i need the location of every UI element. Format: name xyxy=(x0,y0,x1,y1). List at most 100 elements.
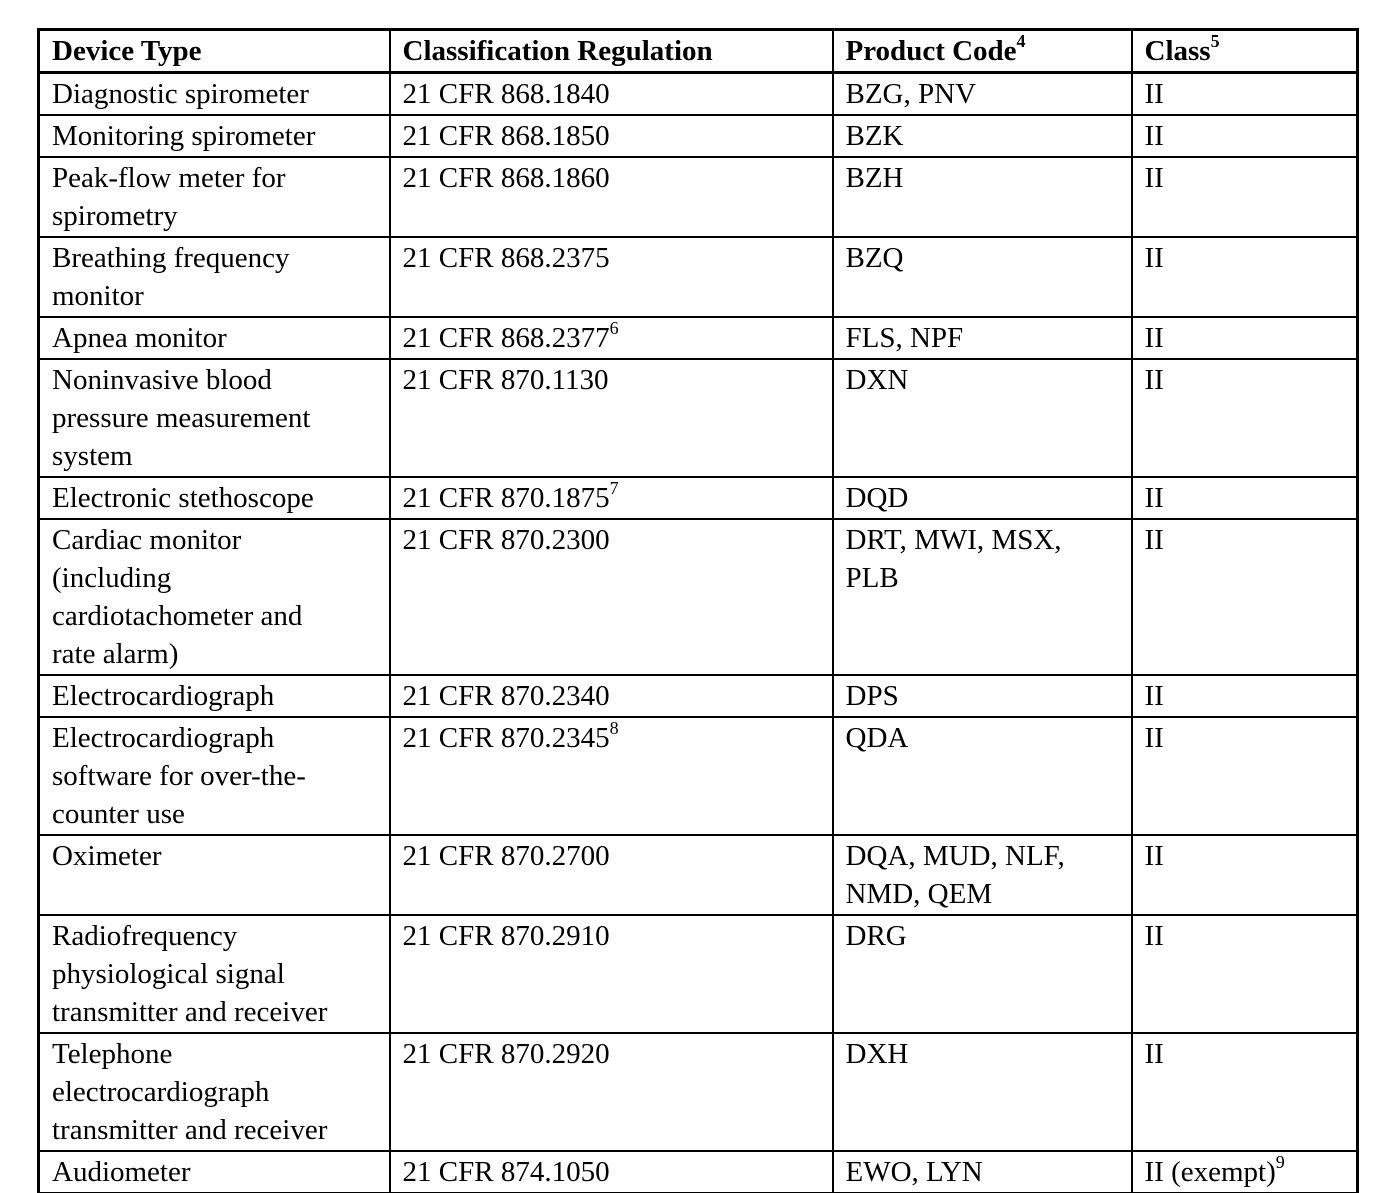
class-cell: II xyxy=(1130,674,1359,718)
class-text: II xyxy=(1144,364,1164,396)
device-type-cell: Noninvasive blood pressure measurement s… xyxy=(37,358,391,478)
product-code-cell: DRG xyxy=(831,914,1133,1034)
class-text: II xyxy=(1144,162,1164,194)
regulation-cell: 21 CFR 870.1130 xyxy=(388,358,834,478)
class-cell: II xyxy=(1130,156,1359,238)
class-cell: II xyxy=(1130,236,1359,318)
class-text: II xyxy=(1144,1038,1164,1070)
product-code-cell: QDA xyxy=(831,716,1133,836)
regulation-text: 21 CFR 870.1875 xyxy=(402,482,610,514)
regulation-cell: 21 CFR 870.2700 xyxy=(388,834,834,916)
regulation-cell: 21 CFR 870.23458 xyxy=(388,716,834,836)
device-type-cell: Apnea monitor xyxy=(37,316,391,360)
table-row: Diagnostic spirometer 21 CFR 868.1840 BZ… xyxy=(37,71,1359,116)
class-text: II xyxy=(1144,482,1164,514)
footnote-ref: 6 xyxy=(609,318,619,339)
class-cell: II xyxy=(1130,914,1359,1034)
regulation-cell: 21 CFR 868.1840 xyxy=(388,71,834,116)
class-text: II xyxy=(1144,524,1164,556)
table-row: Electrocardiograph software for over-the… xyxy=(37,716,1359,836)
regulation-text: 21 CFR 868.2375 xyxy=(402,242,610,274)
regulation-cell: 21 CFR 868.1850 xyxy=(388,114,834,158)
product-code-cell: DXN xyxy=(831,358,1133,478)
class-text: II xyxy=(1144,242,1164,274)
regulation-cell: 21 CFR 870.2340 xyxy=(388,674,834,718)
regulation-text: 21 CFR 870.2910 xyxy=(402,920,610,952)
regulation-text: 21 CFR 874.1050 xyxy=(402,1156,610,1188)
column-header-label: Class xyxy=(1144,35,1211,67)
regulation-cell: 21 CFR 868.23776 xyxy=(388,316,834,360)
device-classification-table: Device Type Classification Regulation Pr… xyxy=(37,28,1359,1193)
device-type-cell: Electronic stethoscope xyxy=(37,476,391,520)
device-type-cell: Radiofrequency physiological signal tran… xyxy=(37,914,391,1034)
footnote-ref: 4 xyxy=(1016,31,1026,52)
footnote-ref: 8 xyxy=(609,718,619,739)
table-row: Cardiac monitor (including cardiotachome… xyxy=(37,518,1359,676)
regulation-text: 21 CFR 870.2340 xyxy=(402,680,610,712)
table-row: Radiofrequency physiological signal tran… xyxy=(37,914,1359,1034)
class-cell: II (exempt)9 xyxy=(1130,1150,1359,1193)
regulation-text: 21 CFR 870.2345 xyxy=(402,722,610,754)
product-code-cell: DRT, MWI, MSX, PLB xyxy=(831,518,1133,676)
class-text: II xyxy=(1144,722,1164,754)
class-cell: II xyxy=(1130,71,1359,116)
table-row: Oximeter 21 CFR 870.2700 DQA, MUD, NLF, … xyxy=(37,834,1359,916)
device-type-cell: Breathing frequency monitor xyxy=(37,236,391,318)
product-code-cell: BZQ xyxy=(831,236,1133,318)
device-type-cell: Audiometer xyxy=(37,1150,391,1193)
product-code-cell: BZH xyxy=(831,156,1133,238)
class-cell: II xyxy=(1130,316,1359,360)
class-text: II xyxy=(1144,920,1164,952)
product-code-cell: BZK xyxy=(831,114,1133,158)
product-code-cell: DQD xyxy=(831,476,1133,520)
product-code-cell: FLS, NPF xyxy=(831,316,1133,360)
class-cell: II xyxy=(1130,834,1359,916)
device-type-cell: Electrocardiograph software for over-the… xyxy=(37,716,391,836)
product-code-cell: BZG, PNV xyxy=(831,71,1133,116)
class-text: II xyxy=(1144,120,1164,152)
regulation-cell: 21 CFR 870.18757 xyxy=(388,476,834,520)
product-code-cell: DPS xyxy=(831,674,1133,718)
class-cell: II xyxy=(1130,114,1359,158)
table-row: Breathing frequency monitor 21 CFR 868.2… xyxy=(37,236,1359,318)
regulation-text: 21 CFR 868.1860 xyxy=(402,162,610,194)
column-header-label: Product Code xyxy=(845,35,1017,67)
class-text: II (exempt) xyxy=(1144,1156,1276,1188)
table-row: Electrocardiograph 21 CFR 870.2340 DPS I… xyxy=(37,674,1359,718)
regulation-cell: 21 CFR 870.2920 xyxy=(388,1032,834,1152)
column-header-product-code: Product Code4 xyxy=(831,28,1133,74)
class-cell: II xyxy=(1130,1032,1359,1152)
column-header-classification-regulation: Classification Regulation xyxy=(388,28,834,74)
footnote-ref: 7 xyxy=(609,478,619,499)
class-text: II xyxy=(1144,840,1164,872)
class-text: II xyxy=(1144,78,1164,110)
device-type-cell: Cardiac monitor (including cardiotachome… xyxy=(37,518,391,676)
table-row: Peak-flow meter for spirometry 21 CFR 86… xyxy=(37,156,1359,238)
device-type-cell: Oximeter xyxy=(37,834,391,916)
column-header-label: Device Type xyxy=(52,35,202,67)
device-type-cell: Electrocardiograph xyxy=(37,674,391,718)
regulation-cell: 21 CFR 870.2910 xyxy=(388,914,834,1034)
class-cell: II xyxy=(1130,716,1359,836)
class-cell: II xyxy=(1130,476,1359,520)
regulation-text: 21 CFR 868.1840 xyxy=(402,78,610,110)
table-row: Electronic stethoscope 21 CFR 870.18757 … xyxy=(37,476,1359,520)
regulation-cell: 21 CFR 870.2300 xyxy=(388,518,834,676)
regulation-cell: 21 CFR 868.2375 xyxy=(388,236,834,318)
footnote-ref: 5 xyxy=(1210,31,1220,52)
regulation-text: 21 CFR 868.2377 xyxy=(402,322,610,354)
product-code-cell: DQA, MUD, NLF, NMD, QEM xyxy=(831,834,1133,916)
column-header-class: Class5 xyxy=(1130,28,1359,74)
regulation-cell: 21 CFR 868.1860 xyxy=(388,156,834,238)
table-row: Noninvasive blood pressure measurement s… xyxy=(37,358,1359,478)
device-type-cell: Peak-flow meter for spirometry xyxy=(37,156,391,238)
class-cell: II xyxy=(1130,518,1359,676)
class-cell: II xyxy=(1130,358,1359,478)
device-type-cell: Monitoring spirometer xyxy=(37,114,391,158)
table-row: Monitoring spirometer 21 CFR 868.1850 BZ… xyxy=(37,114,1359,158)
regulation-cell: 21 CFR 874.1050 xyxy=(388,1150,834,1193)
table-row: Telephone electrocardiograph transmitter… xyxy=(37,1032,1359,1152)
regulation-text: 21 CFR 870.2300 xyxy=(402,524,610,556)
regulation-text: 21 CFR 870.1130 xyxy=(402,364,609,396)
regulation-text: 21 CFR 868.1850 xyxy=(402,120,610,152)
